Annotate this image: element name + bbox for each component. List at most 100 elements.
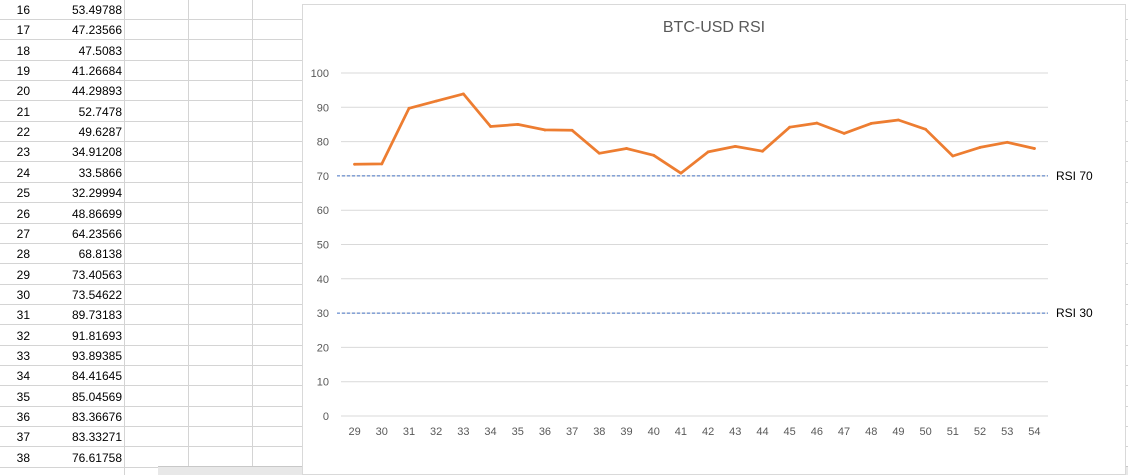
y-tick-label: 40	[317, 274, 329, 286]
rsi-value-cell[interactable]: 48.86699	[71, 206, 122, 221]
x-tick-label: 53	[1001, 426, 1013, 438]
rsi-value-cell[interactable]: 73.40563	[71, 267, 122, 282]
row-index-cell[interactable]: 29	[16, 267, 30, 282]
y-tick-label: 0	[323, 411, 329, 423]
x-tick-label: 36	[539, 426, 551, 438]
rsi-value-cell[interactable]: 47.23566	[71, 23, 122, 38]
row-index-cell[interactable]: 31	[16, 308, 30, 323]
data-point	[733, 145, 737, 148]
rsi-chart[interactable]: BTC-USD RSI 0 10 20 30 40 50 60 70 80 90 100 29 30 31…	[302, 4, 1126, 475]
data-point	[407, 106, 411, 110]
data-point	[543, 128, 547, 132]
rsi-value-cell[interactable]: 89.73183	[71, 308, 122, 323]
chart-title: BTC-USD RSI	[662, 19, 766, 36]
rsi-value-cell[interactable]: 85.04569	[71, 389, 122, 404]
rsi-value-cell[interactable]: 83.33271	[71, 430, 122, 445]
rsi-value-cell[interactable]: 73.54622	[71, 287, 122, 302]
rsi-value-cell[interactable]: 44.29893	[71, 84, 122, 99]
row-index-cell[interactable]: 38	[16, 450, 30, 465]
rsi-value-cell[interactable]: 83.36676	[71, 410, 122, 424]
rsi-value-cell[interactable]: 47.5083	[78, 43, 122, 58]
y-tick-label: 90	[317, 102, 329, 114]
data-point	[842, 131, 846, 135]
series-line	[353, 92, 1036, 175]
y-tick-label: 100	[311, 68, 329, 80]
row-index-cell[interactable]: 20	[16, 84, 30, 99]
row-index-cell[interactable]: 21	[16, 104, 30, 119]
rsi-value-cell[interactable]: 52.7478	[78, 104, 122, 119]
rsi-value-cell[interactable]: 91.81693	[71, 328, 122, 343]
x-tick-label: 44	[756, 426, 768, 438]
row-index-cell[interactable]: 25	[16, 186, 30, 201]
row-index-cell[interactable]: 23	[16, 145, 30, 160]
row-index-cell[interactable]: 30	[16, 287, 30, 302]
data-point	[353, 162, 356, 166]
rsi-value-cell[interactable]: 33.5866	[78, 165, 122, 180]
row-index-cell[interactable]: 37	[16, 430, 30, 445]
rsi-value-cell[interactable]: 93.89385	[71, 348, 122, 363]
y-tick-label: 70	[317, 171, 329, 183]
row-index-cell[interactable]: 19	[16, 64, 30, 79]
row-index-cell[interactable]: 24	[16, 165, 30, 180]
reference-line-label: RSI 30	[1056, 306, 1093, 320]
x-tick-label: 41	[675, 426, 687, 438]
data-point	[461, 92, 465, 96]
data-point	[679, 171, 683, 175]
row-index-cell[interactable]: 22	[16, 125, 30, 140]
data-point	[951, 154, 955, 158]
rsi-value-cell[interactable]: 64.23566	[71, 226, 122, 241]
x-tick-label: 52	[974, 426, 986, 438]
rsi-value-cell[interactable]: 41.26684	[71, 64, 122, 79]
data-point	[597, 151, 601, 155]
y-tick-label: 50	[317, 240, 329, 252]
row-index-cell[interactable]: 32	[16, 328, 30, 343]
row-index-cell[interactable]: 33	[16, 348, 30, 363]
data-point	[978, 146, 982, 149]
data-point	[815, 121, 819, 125]
data-point	[489, 125, 492, 128]
rsi-value-cell[interactable]: 49.6287	[78, 125, 122, 140]
data-point	[1033, 147, 1036, 150]
x-tick-label: 29	[348, 426, 360, 438]
x-tick-label: 30	[376, 426, 388, 438]
x-tick-label: 34	[484, 426, 496, 438]
chart-plot: 0 10 20 30 40 50 60 70 80 90 100 29 30 31 32 33 34 35 36 37…	[311, 68, 1093, 438]
row-index-cell[interactable]: 34	[16, 369, 30, 384]
rsi-value-cell[interactable]: 34.91208	[71, 145, 122, 160]
y-tick-label: 80	[317, 137, 329, 149]
data-point	[706, 150, 710, 154]
x-tick-label: 50	[920, 426, 932, 438]
x-tick-label: 42	[702, 426, 714, 438]
data-point	[434, 99, 438, 103]
rsi-value-cell[interactable]: 84.41645	[71, 369, 122, 384]
row-index-cell[interactable]: 26	[16, 206, 30, 221]
row-index-cell[interactable]: 36	[16, 410, 30, 424]
row-index-cell[interactable]: 27	[16, 226, 30, 241]
rsi-value-cell[interactable]: 68.8138	[78, 247, 122, 262]
reference-line-label: RSI 70	[1056, 169, 1093, 183]
data-point	[788, 125, 792, 129]
x-tick-label: 33	[457, 426, 469, 438]
x-tick-label: 51	[947, 426, 959, 438]
row-index-cell[interactable]: 17	[16, 23, 30, 38]
x-tick-label: 54	[1028, 426, 1040, 438]
rsi-value-cell[interactable]: 53.49788	[71, 3, 122, 17]
row-index-cell[interactable]: 35	[16, 389, 30, 404]
data-point	[924, 127, 928, 131]
column-divider	[124, 0, 125, 475]
x-tick-label: 39	[620, 426, 632, 438]
row-index-cell[interactable]: 18	[16, 43, 30, 58]
x-tick-label: 37	[566, 426, 578, 438]
x-tick-label: 35	[512, 426, 524, 438]
rsi-value-cell[interactable]: 32.29994	[71, 186, 122, 201]
row-index-cell[interactable]: 16	[16, 3, 30, 17]
y-tick-label: 10	[317, 377, 329, 389]
row-index-cell[interactable]: 28	[16, 247, 30, 262]
x-tick-label: 46	[811, 426, 823, 438]
rsi-value-cell[interactable]: 76.61758	[71, 450, 122, 465]
x-tick-label: 43	[729, 426, 741, 438]
x-tick-label: 48	[865, 426, 877, 438]
data-point	[761, 149, 764, 153]
data-point	[869, 122, 873, 125]
x-tick-label: 45	[784, 426, 796, 438]
